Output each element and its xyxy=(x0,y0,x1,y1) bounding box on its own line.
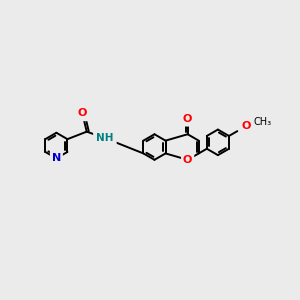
Text: O: O xyxy=(78,109,87,118)
Text: N: N xyxy=(52,153,61,163)
Text: NH: NH xyxy=(94,132,116,145)
Text: O: O xyxy=(183,155,192,165)
Text: CH₃: CH₃ xyxy=(253,117,272,127)
Text: N: N xyxy=(51,151,62,165)
Text: O: O xyxy=(182,153,194,167)
Text: O: O xyxy=(182,112,194,126)
Text: O: O xyxy=(242,121,251,131)
Text: O: O xyxy=(76,106,88,121)
Text: O: O xyxy=(183,114,192,124)
Text: NH: NH xyxy=(96,133,114,143)
